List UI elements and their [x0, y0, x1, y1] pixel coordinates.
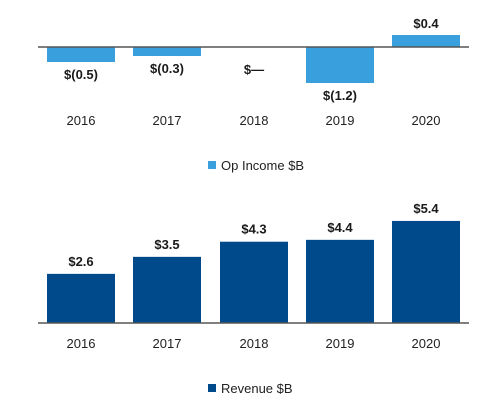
revenue-tick-label: 2019: [326, 336, 355, 351]
op-income-data-label: $—: [244, 62, 264, 77]
revenue-data-label: $5.4: [413, 201, 439, 216]
revenue-legend-swatch: [208, 384, 216, 392]
op-income-legend-label: Op Income $B: [221, 158, 304, 173]
revenue-chart: $2.6 $3.5 $4.3 $4.4 $5.4 2016 2017 2018 2019 2020…: [38, 201, 469, 396]
op-income-bar: [392, 35, 460, 47]
revenue-data-label: $4.3: [241, 222, 266, 237]
op-income-bar: [133, 47, 201, 56]
revenue-bar: [220, 241, 288, 323]
op-income-tick-label: 2017: [153, 113, 182, 128]
revenue-legend: Revenue $B: [208, 381, 293, 396]
op-income-bar: [306, 47, 374, 83]
op-income-data-label: $(1.2): [323, 88, 357, 103]
revenue-bar: [392, 220, 460, 323]
revenue-tick-label: 2020: [412, 336, 441, 351]
op-income-data-label: $(0.5): [64, 67, 98, 82]
op-income-legend: Op Income $B: [208, 158, 304, 173]
revenue-bar: [306, 239, 374, 323]
op-income-data-label: $0.4: [413, 16, 439, 31]
revenue-tick-label: 2016: [67, 336, 96, 351]
revenue-data-label: $2.6: [68, 254, 93, 269]
revenue-data-label: $4.4: [327, 220, 353, 235]
op-income-tick-label: 2020: [412, 113, 441, 128]
revenue-data-label: $3.5: [154, 237, 179, 252]
op-income-tick-label: 2018: [240, 113, 269, 128]
revenue-bar: [133, 256, 201, 323]
revenue-tick-label: 2018: [240, 336, 269, 351]
revenue-legend-label: Revenue $B: [221, 381, 293, 396]
op-income-tick-label: 2019: [326, 113, 355, 128]
revenue-tick-label: 2017: [153, 336, 182, 351]
revenue-bar: [47, 273, 115, 323]
op-income-chart: $(0.5) $(0.3) $— $(1.2) $0.4 2016 2017 2018 2019…: [38, 16, 469, 173]
op-income-tick-label: 2016: [67, 113, 96, 128]
op-income-bar: [47, 47, 115, 62]
op-income-data-label: $(0.3): [150, 61, 184, 76]
op-income-legend-swatch: [208, 161, 216, 169]
